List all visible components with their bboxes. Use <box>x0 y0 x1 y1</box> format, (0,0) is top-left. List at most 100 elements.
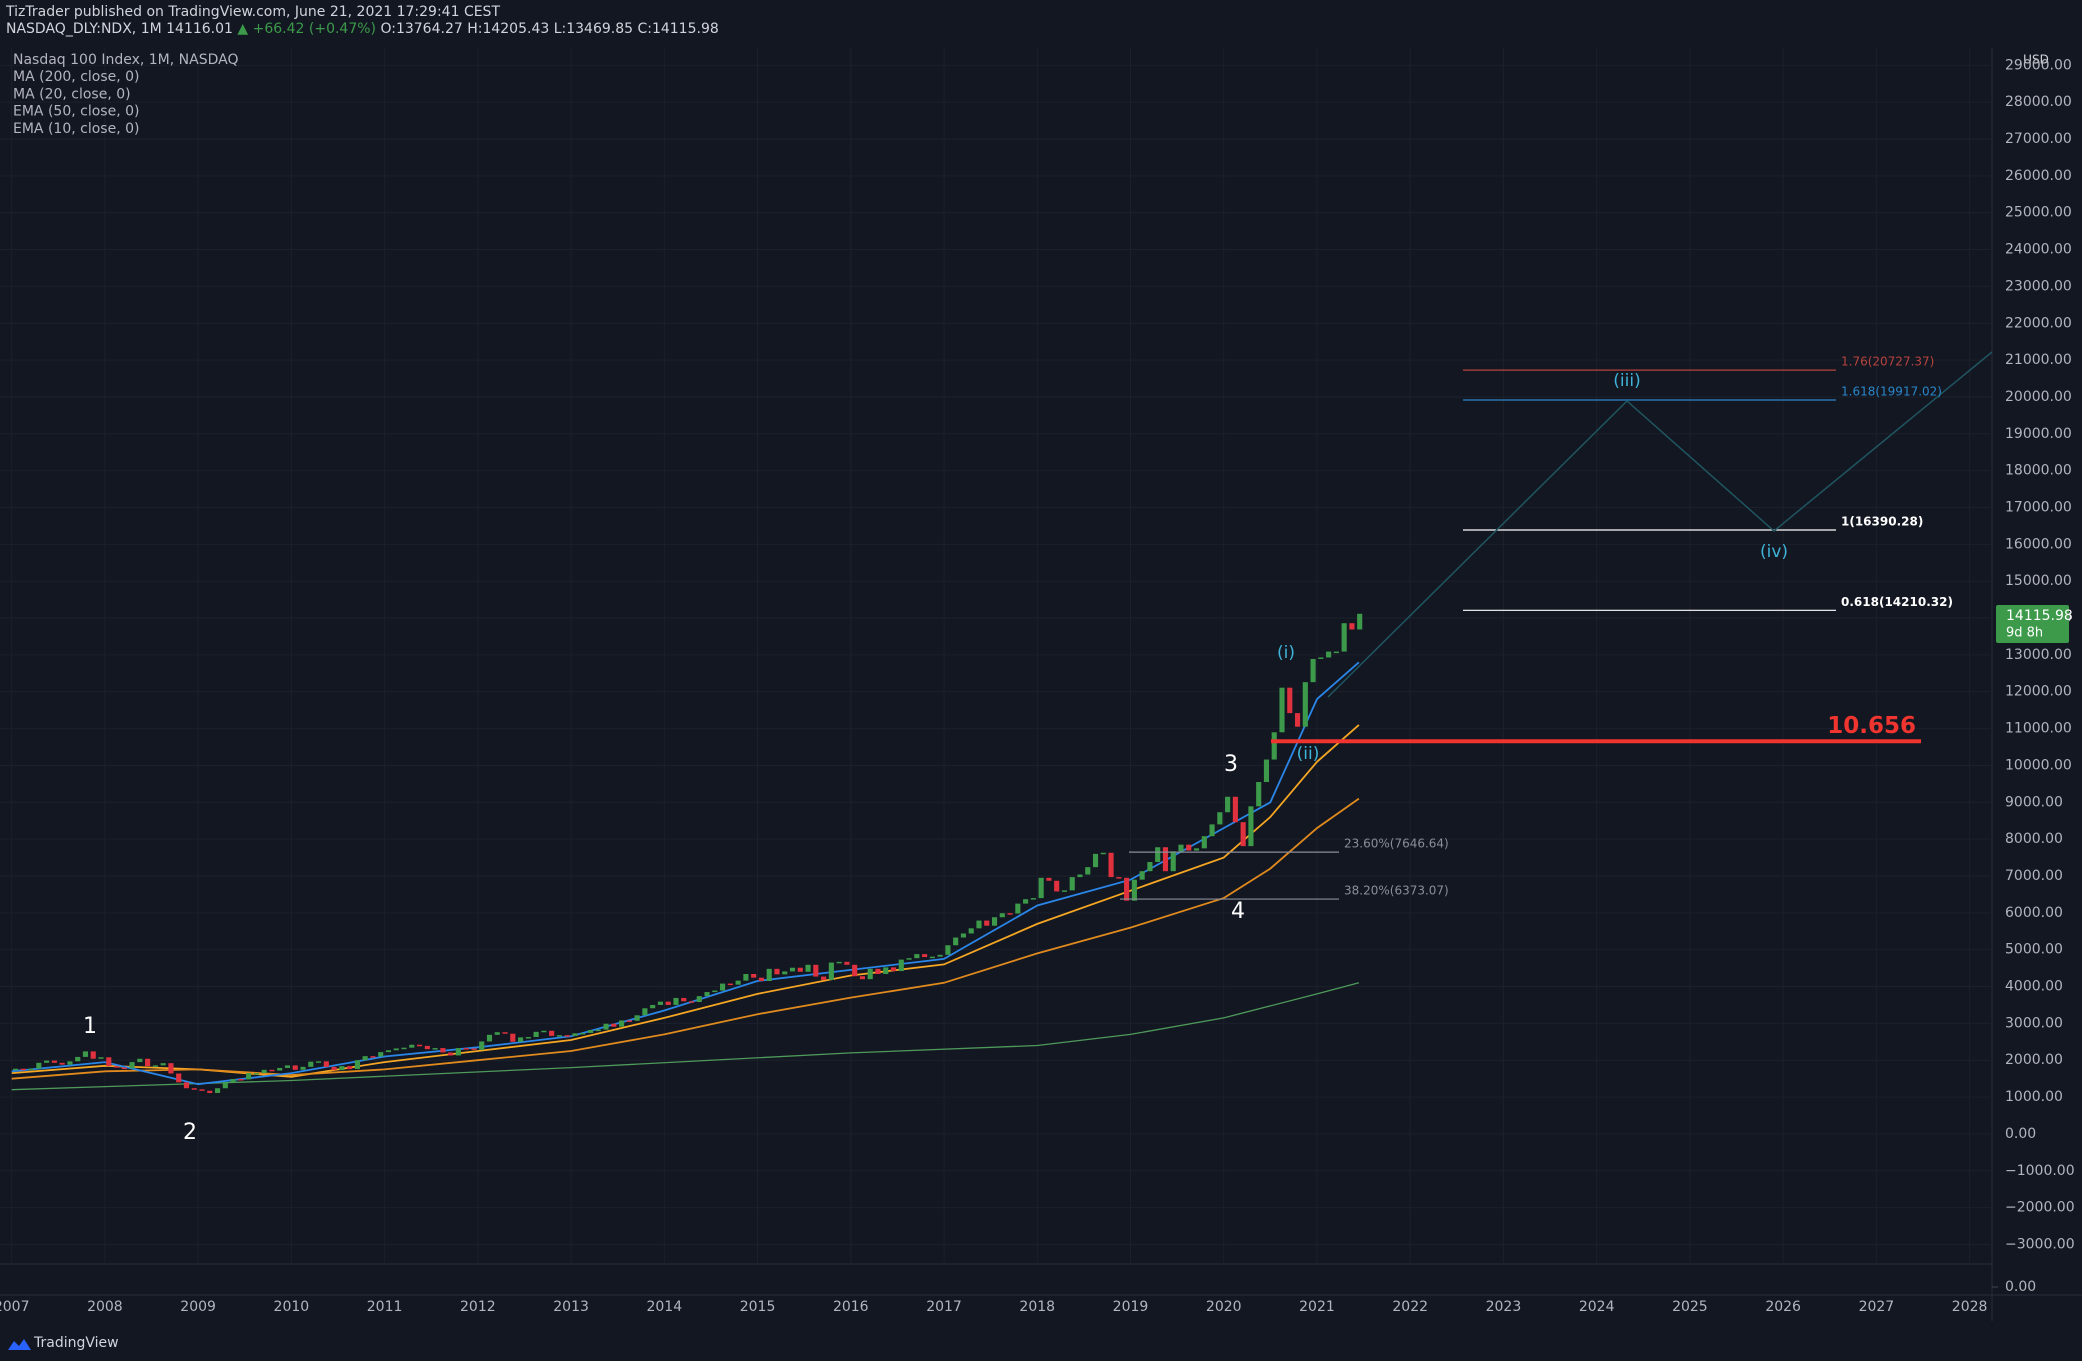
candle <box>424 1045 430 1050</box>
y-tick-label: 20000.00 <box>2005 389 2072 405</box>
candle <box>1069 877 1075 891</box>
candle <box>852 964 858 977</box>
candle <box>1085 867 1091 875</box>
candle <box>1193 848 1200 851</box>
y-tick-label: 19000.00 <box>2005 426 2072 442</box>
candle <box>191 1088 197 1090</box>
candle <box>945 945 951 955</box>
candle <box>59 1062 65 1065</box>
candle <box>207 1090 213 1094</box>
candle <box>1162 847 1169 872</box>
candle <box>727 983 733 986</box>
y-tick-label: 12000.00 <box>2005 684 2072 700</box>
candle <box>650 1004 656 1009</box>
candle <box>129 1062 135 1069</box>
candle <box>176 1073 182 1083</box>
candle <box>1061 890 1068 892</box>
candle <box>922 954 928 958</box>
candle <box>113 1066 120 1068</box>
candle <box>168 1063 174 1074</box>
candle <box>712 990 718 993</box>
candle <box>1186 844 1192 851</box>
candle <box>401 1047 407 1050</box>
legend-entry: EMA (10, close, 0) <box>13 121 139 137</box>
candle <box>603 1023 609 1030</box>
candle <box>1023 899 1029 904</box>
x-tick-label: 2012 <box>460 1299 496 1315</box>
candle <box>1263 759 1270 783</box>
symbol: NASDAQ_DLY:NDX, 1M <box>6 21 162 37</box>
wave-label: 2 <box>183 1120 197 1145</box>
candle <box>214 1088 221 1094</box>
candle <box>1209 824 1215 837</box>
x-tick-label: 2018 <box>1019 1299 1055 1315</box>
publisher: TizTrader published on TradingView.com, … <box>5 4 500 20</box>
key-level-label: 10.656 <box>1827 713 1916 739</box>
candle <box>479 1041 485 1050</box>
candle <box>533 1031 539 1038</box>
candle <box>315 1061 322 1063</box>
candle <box>238 1079 244 1081</box>
last: 14116.01 <box>166 21 233 37</box>
moving-average <box>11 982 1360 1091</box>
legend-entry: MA (200, close, 0) <box>13 69 140 85</box>
candle <box>292 1065 298 1070</box>
candle <box>1116 877 1122 879</box>
y-tick-label: 9000.00 <box>2005 794 2063 810</box>
candle <box>486 1034 493 1042</box>
candle <box>782 971 788 975</box>
candle <box>1294 713 1301 727</box>
x-tick-label: 2010 <box>274 1299 310 1315</box>
currency: USD <box>2023 53 2049 67</box>
candle <box>98 1057 104 1059</box>
candle <box>1015 903 1021 914</box>
candle <box>246 1073 252 1080</box>
wave-label: 4 <box>1231 899 1245 924</box>
candle <box>634 1015 640 1021</box>
candle <box>1333 651 1339 654</box>
candle <box>580 1032 586 1035</box>
candle <box>20 1068 26 1071</box>
x-tick-label: 2028 <box>1952 1299 1988 1315</box>
candle <box>619 1020 625 1027</box>
candle <box>836 961 842 964</box>
candle <box>875 968 881 975</box>
candle <box>106 1057 112 1067</box>
candle <box>277 1067 283 1071</box>
candle <box>797 967 803 972</box>
candle <box>890 967 897 972</box>
candle <box>1139 871 1145 880</box>
candle <box>1155 847 1161 862</box>
candle <box>1131 879 1137 901</box>
candle <box>1271 732 1277 760</box>
x-tick-label: 2022 <box>1392 1299 1428 1315</box>
x-tick-label: 2009 <box>180 1299 216 1315</box>
candle <box>1302 682 1308 727</box>
y-tick-label: 16000.00 <box>2005 536 2072 552</box>
y-tick-label: 4000.00 <box>2005 979 2063 995</box>
candle <box>743 974 749 981</box>
candle <box>774 968 780 975</box>
candle <box>999 913 1005 918</box>
wave-label: (iv) <box>1760 542 1788 562</box>
candle <box>160 1063 166 1066</box>
candle <box>1054 880 1060 892</box>
y-tick-label: −3000.00 <box>2005 1236 2075 1252</box>
candle <box>1287 687 1293 714</box>
candle <box>1007 913 1013 915</box>
candle <box>455 1048 461 1056</box>
ohlc: O:13764.27 H:14205.43 L:13469.85 C:14115… <box>380 21 718 37</box>
y-tick-label: 15000.00 <box>2005 573 2072 589</box>
candle <box>448 1052 454 1056</box>
change: ▲ +66.42 (+0.47%) <box>237 21 376 37</box>
candle <box>1201 836 1207 849</box>
candle <box>378 1052 384 1057</box>
moving-average <box>11 724 1360 1078</box>
x-tick-label: 2007 <box>0 1299 29 1315</box>
candle <box>393 1048 399 1051</box>
candle <box>704 992 710 997</box>
price-tag-countdown: 9d 8h <box>2006 626 2043 641</box>
fib-label: 23.60%(7646.64) <box>1344 837 1449 851</box>
candle <box>230 1079 236 1083</box>
